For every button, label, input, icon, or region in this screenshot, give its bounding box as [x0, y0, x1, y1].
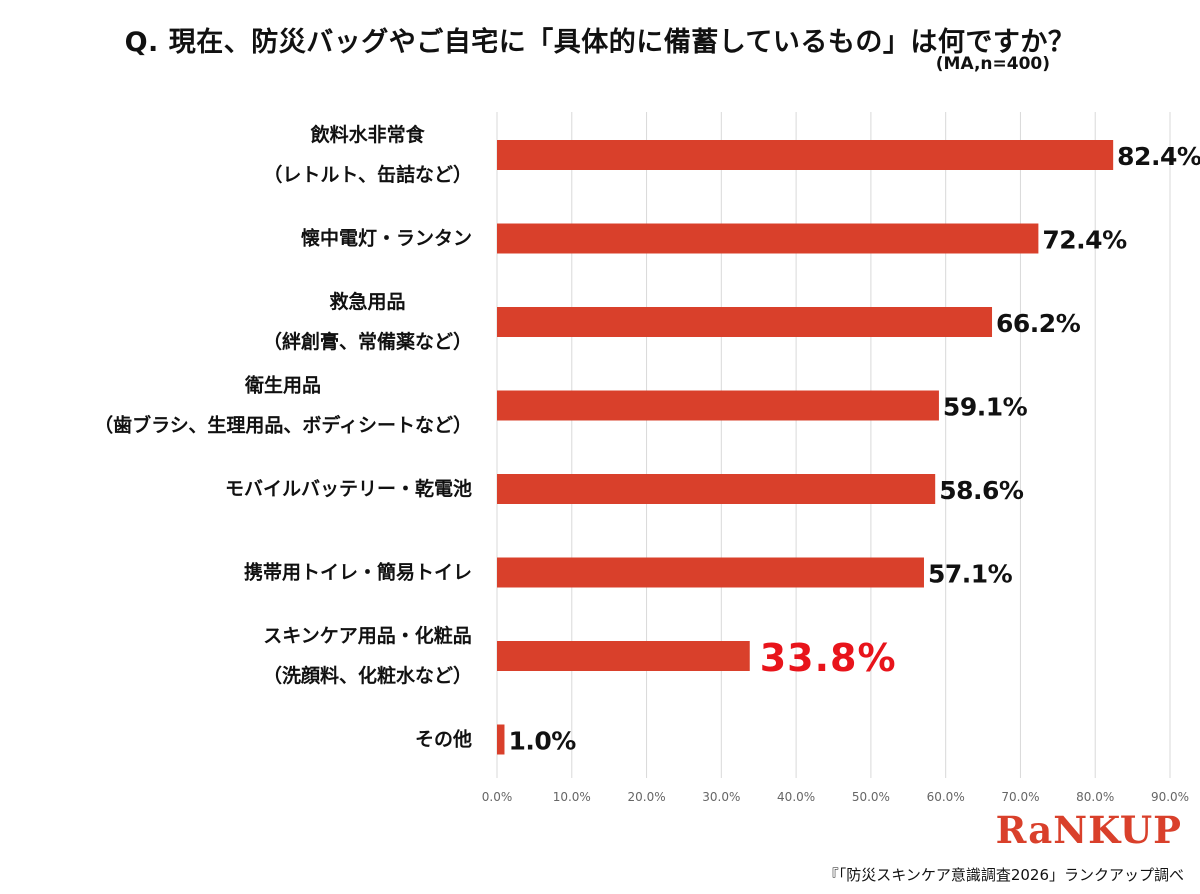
category-label: モバイルバッテリー・乾電池 [225, 477, 472, 500]
x-tick-label: 70.0% [1001, 790, 1039, 804]
x-tick-label: 80.0% [1076, 790, 1114, 804]
bar [497, 641, 750, 671]
x-tick-label: 0.0% [482, 790, 513, 804]
data-label: 72.4% [1042, 226, 1127, 255]
category-label: 衛生用品 [244, 374, 321, 397]
category-label: スキンケア用品・化粧品 [263, 624, 471, 647]
category-label: その他 [415, 728, 472, 751]
data-label: 33.8% [760, 636, 897, 680]
bar [497, 557, 924, 588]
data-label: 57.1% [928, 560, 1013, 589]
data-label: 58.6% [939, 476, 1024, 505]
x-tick-label: 60.0% [927, 790, 965, 804]
data-label: 66.2% [996, 309, 1081, 338]
chart-title: Q. 現在、防災バッグやご自宅に「具体的に備蓄しているもの」は何ですか？ [124, 27, 1076, 58]
rankup-logo: RaNKUP [995, 808, 1182, 852]
source-note: 『「防災スキンケア意識調査2026」ランクアップ調べ [823, 866, 1184, 884]
bar [497, 223, 1039, 254]
category-label: 飲料水非常食 [310, 123, 426, 146]
category-label: 懐中電灯・ランタン [301, 227, 472, 250]
chart-subtitle: (MA,n=400) [935, 54, 1050, 74]
category-label: 携帯用トイレ・簡易トイレ [244, 561, 472, 584]
category-label: （歯ブラシ、生理用品、ボディシートなど） [94, 414, 472, 437]
x-tick-label: 10.0% [553, 790, 591, 804]
data-label: 59.1% [943, 393, 1028, 422]
category-label: （洗顔料、化粧水など） [263, 664, 472, 687]
data-label: 1.0% [508, 727, 576, 756]
x-tick-label: 20.0% [627, 790, 665, 804]
bar [497, 390, 939, 421]
x-tick-label: 90.0% [1151, 790, 1189, 804]
bar [497, 140, 1114, 170]
bar [497, 724, 505, 755]
data-label: 82.4% [1117, 142, 1200, 171]
category-label: （レトルト、缶詰など） [263, 163, 472, 186]
x-tick-label: 30.0% [702, 790, 740, 804]
category-label: 救急用品 [329, 290, 405, 313]
category-label: （絆創膏、常備薬など） [263, 330, 472, 353]
bar [497, 474, 936, 504]
x-tick-label: 40.0% [777, 790, 815, 804]
x-tick-label: 50.0% [852, 790, 890, 804]
bar [497, 307, 993, 337]
